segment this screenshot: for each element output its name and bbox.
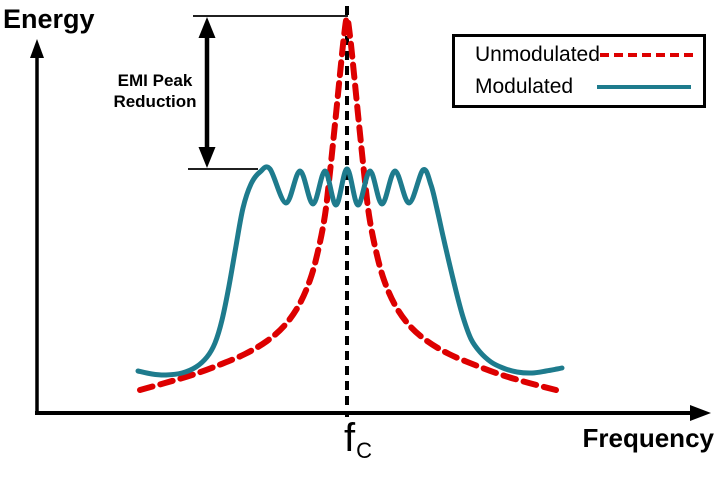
annotation-line-1: EMI Peak bbox=[117, 71, 193, 90]
modulated-curve bbox=[135, 164, 565, 378]
arrowhead-up-icon bbox=[198, 17, 216, 38]
legend-swatch-dashed-line bbox=[599, 53, 694, 57]
legend-item-unmodulated: Unmodulated bbox=[475, 39, 694, 71]
x-axis bbox=[35, 405, 711, 421]
arrowhead-down-icon bbox=[198, 147, 216, 168]
y-axis-label: Energy bbox=[3, 4, 95, 34]
x-axis-label: Frequency bbox=[582, 423, 715, 453]
center-frequency-tick-label: fC bbox=[344, 416, 373, 466]
fc-symbol: f bbox=[344, 416, 356, 460]
annotation-line-2: Reduction bbox=[113, 92, 197, 111]
y-axis bbox=[30, 39, 44, 415]
x-axis-arrowhead-icon bbox=[690, 405, 711, 421]
fc-subscript: C bbox=[356, 438, 373, 463]
legend-label-unmodulated: Unmodulated bbox=[475, 43, 600, 66]
emi-peak-reduction-annotation: EMI Peak Reduction bbox=[95, 70, 215, 112]
y-axis-arrowhead-icon bbox=[30, 39, 44, 58]
legend-box: Unmodulated Modulated bbox=[452, 34, 706, 108]
legend-swatch-solid-line bbox=[597, 85, 691, 89]
legend-item-modulated: Modulated bbox=[475, 71, 691, 103]
legend-label-modulated: Modulated bbox=[475, 75, 574, 98]
unmodulated-curve bbox=[137, 14, 559, 393]
emi-reduction-arrow bbox=[198, 17, 216, 168]
